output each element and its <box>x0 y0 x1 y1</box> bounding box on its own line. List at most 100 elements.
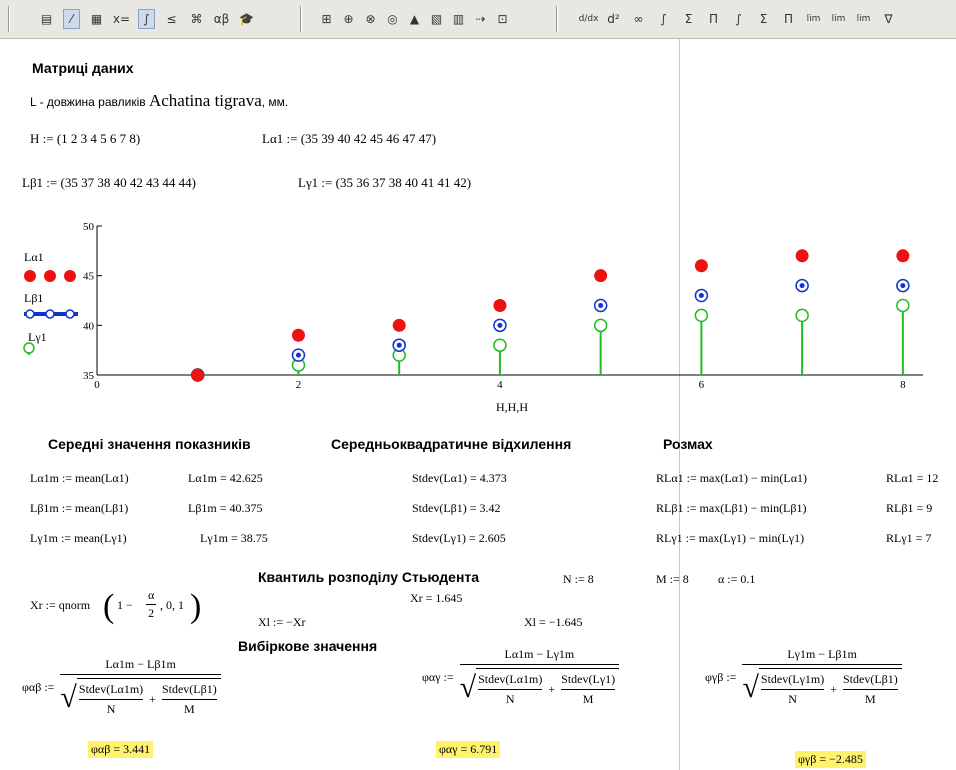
sample-formula[interactable]: φγβ := Lγ1m − Lβ1m √ Stdev(Lγ1m) N + Stdev(Lβ1… <box>705 647 902 707</box>
def-H[interactable]: H := (1 2 3 4 5 6 7 8) <box>30 131 141 146</box>
boolean-icon[interactable]: ≤ <box>166 12 177 26</box>
sample-formula[interactable]: φαβ := Lα1m − Lβ1m √ Stdev(Lα1m) N + Stdev(Lβ1… <box>22 657 221 717</box>
data-point-la1 <box>694 259 708 273</box>
polar-plot-icon[interactable]: ⊕ <box>343 12 354 26</box>
alpha-def[interactable]: α := 0.1 <box>718 572 756 586</box>
denominator-divisor: N <box>788 692 797 706</box>
std-title: Середньоквадратичне відхилення <box>331 436 572 452</box>
data-point-la1 <box>392 318 406 332</box>
legend-marker-lb1 <box>65 309 75 319</box>
range-icon-11[interactable]: lim <box>856 14 871 24</box>
mean-def-a[interactable]: Lα1m := mean(Lα1) <box>30 471 129 485</box>
data-point-lg1 <box>493 338 507 352</box>
x-tick-label: 2 <box>296 379 302 391</box>
formula-fraction: Lγ1m − Lβ1m √ Stdev(Lγ1m) N + Stdev(Lβ1) M <box>742 647 902 707</box>
x-tick-label: 0 <box>94 379 100 391</box>
xr-args: , 0, 1 <box>160 598 184 612</box>
legend-marker-la1 <box>64 270 76 282</box>
std-val-b: Stdev(Lβ1) = 3.42 <box>412 501 501 515</box>
range-def-b[interactable]: RLβ1 := max(Lβ1) − min(Lβ1) <box>656 501 807 515</box>
formula-lhs: φαγ := <box>422 669 454 684</box>
sqrt-sign: √ <box>60 680 77 714</box>
denominator-term: Stdev(Lβ1) <box>161 682 217 696</box>
derivative-icon[interactable]: d² <box>607 12 620 26</box>
M-def[interactable]: M := 8 <box>656 572 689 586</box>
vector-field-icon[interactable]: ▥ <box>452 12 465 26</box>
xr-paren-left: ( <box>103 588 115 625</box>
calculus-icon[interactable]: ∫ <box>138 9 155 29</box>
data-point-lg1 <box>795 308 809 323</box>
surface-plot-icon[interactable]: ⊗ <box>365 12 376 26</box>
denominator-term: Stdev(Lα1m) <box>478 672 543 686</box>
symbolic-icon[interactable]: 🎓 <box>239 12 254 26</box>
range-icon-10[interactable]: lim <box>831 14 846 24</box>
xl-def[interactable]: Xl := −Xr <box>258 615 306 629</box>
contour-plot-icon[interactable]: ◎ <box>387 12 398 26</box>
data-point-lb1-center <box>900 283 906 289</box>
mean-def-g[interactable]: Lγ1m := mean(Lγ1) <box>30 531 127 545</box>
denominator-divisor: N <box>106 702 116 716</box>
data-point-la1 <box>493 298 507 312</box>
xy-plot-icon[interactable]: ⊞ <box>321 12 332 26</box>
evaluation-icon[interactable]: x= <box>112 12 131 26</box>
programming-icon[interactable]: ⌘ <box>190 12 203 26</box>
range-def-a[interactable]: RLα1 := max(Lα1) − min(Lα1) <box>656 471 808 485</box>
sample-title: Вибіркове значення <box>238 638 378 654</box>
range-title: Розмах <box>663 436 713 452</box>
plus-sign: + <box>830 682 837 696</box>
zoom-icon[interactable]: ⊡ <box>497 12 508 26</box>
range-icon-8[interactable]: Π <box>783 12 794 26</box>
formula-denominator: √ Stdev(Lα1m) N + Stdev(Lβ1) M <box>60 678 221 717</box>
data-point-lg1 <box>896 298 910 313</box>
range-icon[interactable]: ∫ <box>735 12 742 26</box>
formula-denominator: √ Stdev(Lα1m) N + Stdev(Lγ1) M <box>460 668 620 707</box>
summation-icon[interactable]: ∫ <box>660 12 667 26</box>
denominator-divisor: M <box>184 702 195 716</box>
data-point-lb1-center <box>497 322 503 328</box>
scatter-3d-icon[interactable]: ▧ <box>430 12 443 26</box>
data-point-la1 <box>795 249 809 263</box>
trace-icon[interactable]: ⇢ <box>475 12 486 26</box>
formula-numerator: Lα1m − Lβ1m <box>105 657 176 671</box>
integral-icon[interactable]: d/dx <box>578 14 599 24</box>
mean-val-a: Lα1m = 42.625 <box>188 471 263 485</box>
range-icon-12[interactable]: ∇ <box>884 12 893 26</box>
range-icon-9[interactable]: lim <box>806 14 821 24</box>
denominator-divisor: M <box>582 692 594 706</box>
data-point-la1 <box>291 328 305 342</box>
matrix-icon[interactable]: ▦ <box>90 12 103 26</box>
legend-label-lg1: Lγ1 <box>28 330 47 344</box>
data-point-la1 <box>896 249 910 263</box>
range-icon-7[interactable]: Σ <box>759 12 768 26</box>
graph-icon[interactable]: ⁄ <box>63 9 80 29</box>
xr-def[interactable]: Xr := qnorm <box>30 598 91 612</box>
sqrt-sign: √ <box>742 670 759 704</box>
formula-numerator: Lα1m − Lγ1m <box>504 647 575 661</box>
x-tick-label: 8 <box>900 379 906 391</box>
N-def[interactable]: N := 8 <box>563 572 594 586</box>
xr-val: Xr = 1.645 <box>410 591 463 605</box>
data-point-lb1-center <box>598 302 604 308</box>
x-tick-label: 4 <box>497 379 503 391</box>
calculator-icon[interactable]: ▤ <box>40 12 53 26</box>
sample-formula[interactable]: φαγ := Lα1m − Lγ1m √ Stdev(Lα1m) N + Stdev(Lγ1… <box>422 647 620 707</box>
mean-def-b[interactable]: Lβ1m := mean(Lβ1) <box>30 501 129 515</box>
def-Lg1[interactable]: Lγ1 := (35 36 37 38 40 41 41 42) <box>298 175 472 190</box>
3d-bar-icon[interactable]: ▲ <box>409 12 420 26</box>
data-point-lb1-center <box>698 293 704 299</box>
infinity-icon[interactable]: ∞ <box>633 12 644 26</box>
page-divider <box>679 38 680 770</box>
def-Lb1[interactable]: Lβ1 := (35 37 38 40 42 43 44 44) <box>22 175 196 190</box>
greek-icon[interactable]: αβ <box>213 12 230 26</box>
range-def-g[interactable]: RLγ1 := max(Lγ1) − min(Lγ1) <box>656 531 805 545</box>
def-La1[interactable]: Lα1 := (35 39 40 42 45 46 47 47) <box>262 131 437 146</box>
product-icon[interactable]: Σ <box>684 12 693 26</box>
limit-icon[interactable]: Π <box>708 12 719 26</box>
formula-lhs: φαβ := <box>22 679 55 694</box>
result-ab: φαβ = 3.441 <box>88 741 154 758</box>
formula-numerator: Lγ1m − Lβ1m <box>787 647 857 661</box>
data-point-la1 <box>594 269 608 283</box>
data-point-lb1-center <box>799 283 805 289</box>
denominator-term: Stdev(Lγ1m) <box>760 672 825 686</box>
scatter-plot[interactable]: 35 40 45 50 0 2 4 6 8 H,H,H Lα1 Lβ1 Lγ1 <box>0 215 956 415</box>
